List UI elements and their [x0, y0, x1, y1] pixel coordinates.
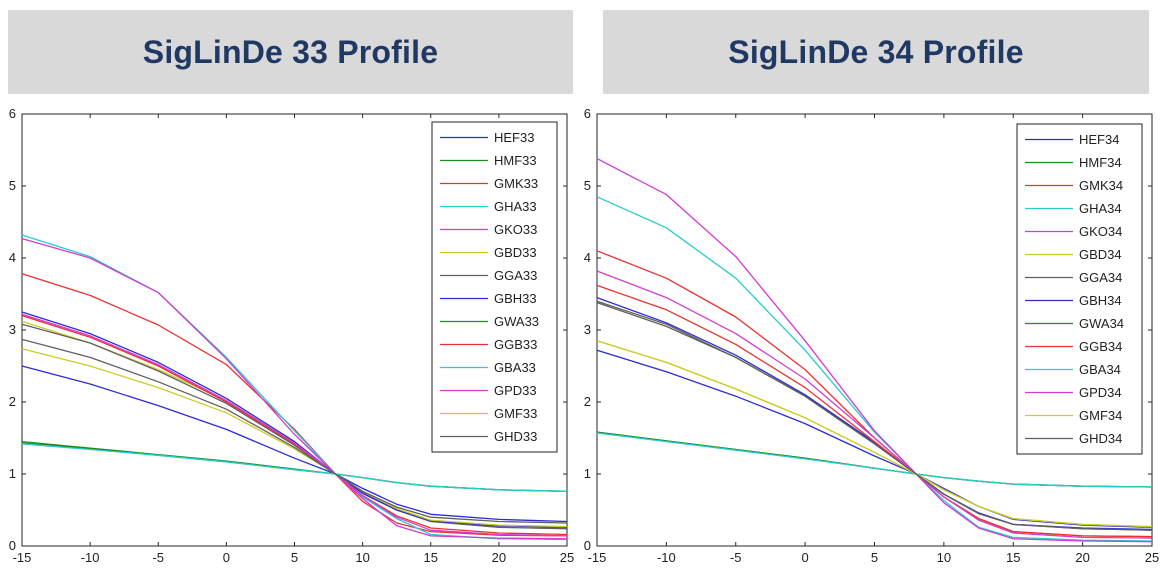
- y-tick-label: 0: [584, 538, 591, 553]
- y-tick-label: 0: [9, 538, 16, 553]
- legend-box: [431, 121, 558, 453]
- legend-label: GMF34: [1079, 408, 1122, 423]
- x-tick-label: -10: [657, 550, 676, 565]
- y-tick-label: 2: [9, 394, 16, 409]
- y-tick-label: 3: [584, 322, 591, 337]
- x-tick-label: -15: [588, 550, 607, 565]
- series-line-ghd34: [596, 300, 1153, 531]
- legend-label: GBD33: [494, 245, 537, 260]
- legend-label: GHD33: [494, 429, 537, 444]
- x-tick-label: 20: [1075, 550, 1089, 565]
- legend-label: GKO33: [494, 222, 537, 237]
- legend-label: HEF33: [494, 130, 534, 145]
- legend-label: HMF33: [494, 153, 537, 168]
- legend-label: GMK33: [494, 176, 538, 191]
- legend-label: HMF34: [1079, 155, 1122, 170]
- x-tick-label: 15: [424, 550, 438, 565]
- x-tick-label: -15: [13, 550, 32, 565]
- y-tick-label: 6: [9, 106, 16, 121]
- series-line-ghd33: [21, 338, 568, 524]
- legend-label: GBA33: [494, 360, 536, 375]
- x-tick-label: 20: [492, 550, 506, 565]
- y-tick-label: 5: [9, 178, 16, 193]
- y-tick-label: 5: [584, 178, 591, 193]
- legend-label: GWA33: [494, 314, 539, 329]
- x-tick-label: 10: [355, 550, 369, 565]
- legend-label: GGB34: [1079, 339, 1122, 354]
- x-tick-label: 25: [560, 550, 574, 565]
- x-tick-label: 0: [802, 550, 809, 565]
- legend-label: GGA34: [1079, 270, 1122, 285]
- x-tick-label: 5: [291, 550, 298, 565]
- y-tick-label: 4: [9, 250, 16, 265]
- x-tick-label: 10: [937, 550, 951, 565]
- legend-label: GBH33: [494, 291, 537, 306]
- x-tick-label: -5: [152, 550, 164, 565]
- legend-label: GPD34: [1079, 385, 1122, 400]
- y-tick-label: 4: [584, 250, 591, 265]
- y-tick-label: 1: [584, 466, 591, 481]
- legend-label: GHA33: [494, 199, 537, 214]
- x-tick-label: 0: [223, 550, 230, 565]
- legend-label: GHA34: [1079, 201, 1122, 216]
- chart-header-right: SigLinDe 34 Profile: [603, 10, 1149, 94]
- y-tick-label: 6: [584, 106, 591, 121]
- legend-label: GMK34: [1079, 178, 1123, 193]
- legend-label: HEF34: [1079, 132, 1119, 147]
- x-tick-label: 5: [871, 550, 878, 565]
- legend-label: GGB33: [494, 337, 537, 352]
- y-tick-label: 3: [9, 322, 16, 337]
- x-tick-label: 25: [1145, 550, 1159, 565]
- x-tick-label: -10: [81, 550, 100, 565]
- legend-label: GKO34: [1079, 224, 1122, 239]
- y-tick-label: 2: [584, 394, 591, 409]
- chart-title-right: SigLinDe 34 Profile: [728, 33, 1024, 70]
- legend-label: GMF33: [494, 406, 537, 421]
- y-tick-label: 1: [9, 466, 16, 481]
- legend-label: GWA34: [1079, 316, 1124, 331]
- legend-label: GBD34: [1079, 247, 1122, 262]
- legend-label: GHD34: [1079, 431, 1122, 446]
- x-tick-label: 15: [1006, 550, 1020, 565]
- legend-label: GPD33: [494, 383, 537, 398]
- chart-header-left: SigLinDe 33 Profile: [8, 10, 573, 94]
- legend-box: [1016, 123, 1143, 455]
- legend-label: GGA33: [494, 268, 537, 283]
- x-tick-label: -5: [730, 550, 742, 565]
- chart-title-left: SigLinDe 33 Profile: [142, 33, 439, 70]
- legend-label: GBH34: [1079, 293, 1122, 308]
- legend-label: GBA34: [1079, 362, 1121, 377]
